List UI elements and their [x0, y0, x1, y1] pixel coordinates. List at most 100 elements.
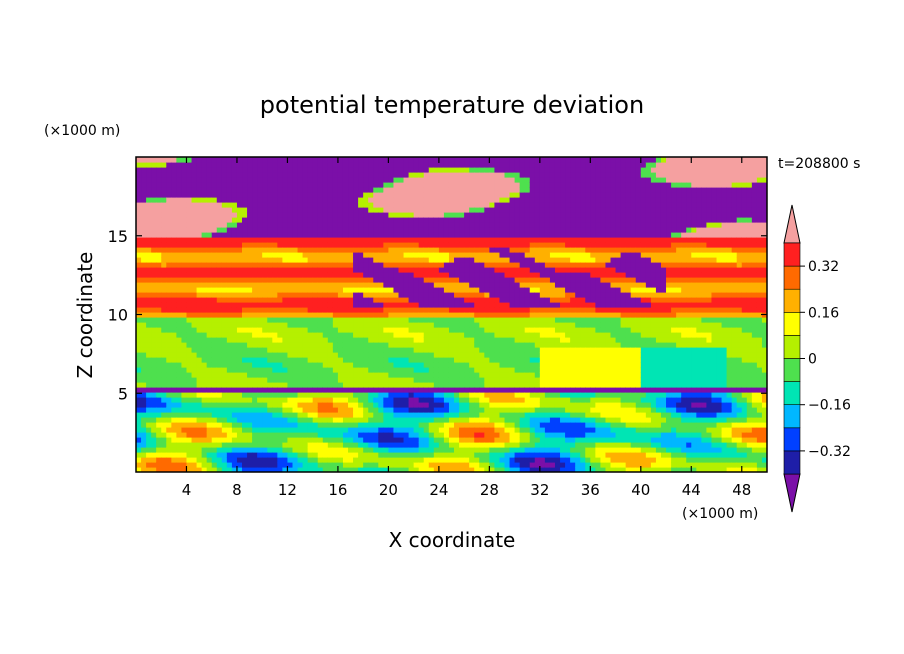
contour-cell [383, 307, 389, 313]
contour-cell [524, 222, 531, 228]
contour-cell [282, 222, 289, 228]
contour-cell [408, 397, 415, 403]
contour-cell [433, 212, 440, 218]
contour-cell [231, 167, 238, 173]
contour-cell [141, 212, 147, 218]
contour-cell [226, 252, 233, 258]
contour-cell [489, 317, 496, 323]
contour-cell [332, 212, 339, 218]
contour-cell [226, 402, 233, 408]
contour-cell [317, 197, 324, 203]
contour-cell [353, 412, 359, 418]
contour-cell [231, 467, 238, 472]
contour-cell [519, 222, 526, 228]
contour-cell [181, 227, 188, 233]
contour-cell [292, 167, 299, 173]
contour-cell [358, 292, 364, 298]
contour-cell [499, 237, 506, 243]
contour-cell [408, 422, 415, 428]
contour-cell [206, 307, 213, 313]
contour-cell [529, 447, 536, 453]
contour-cell [211, 427, 218, 433]
contour-cell [221, 447, 228, 453]
contour-cell [388, 387, 395, 393]
contour-cell [489, 237, 496, 243]
contour-cell [454, 457, 460, 463]
contour-cell [494, 457, 501, 463]
contour-cell [418, 397, 425, 403]
contour-cell [302, 247, 309, 253]
contour-cell [322, 382, 329, 388]
contour-cell [514, 217, 521, 223]
contour-cell [358, 287, 364, 293]
contour-cell [307, 427, 314, 433]
contour-cell [181, 382, 188, 388]
contour-cell [156, 242, 162, 248]
contour-cell [509, 282, 516, 288]
contour-cell [504, 427, 511, 433]
contour-cell [348, 162, 354, 168]
contour-cell [206, 462, 213, 468]
contour-cell [312, 322, 319, 328]
contour-cell [312, 282, 319, 288]
contour-cell [368, 192, 374, 198]
contour-cell [287, 342, 294, 348]
contour-cell [433, 272, 440, 278]
contour-cell [519, 412, 526, 418]
contour-cell [282, 277, 289, 283]
contour-cell [247, 367, 253, 373]
contour-cell [272, 192, 278, 198]
contour-cell [171, 237, 177, 243]
contour-cell [166, 392, 172, 398]
contour-cell [388, 167, 395, 173]
contour-cell [242, 447, 248, 453]
contour-cell [221, 327, 228, 333]
contour-cell [191, 242, 198, 248]
contour-cell [307, 272, 314, 278]
contour-cell [428, 452, 435, 458]
contour-cell [428, 307, 435, 313]
contour-cell [196, 442, 203, 448]
contour-cell [307, 227, 314, 233]
contour-cell [383, 182, 389, 188]
contour-cell [221, 242, 228, 248]
contour-cell [499, 297, 506, 303]
contour-cell [469, 217, 475, 223]
contour-cell [136, 367, 142, 373]
contour-cell [292, 327, 299, 333]
contour-cell [443, 332, 450, 338]
contour-cell [206, 182, 213, 188]
contour-cell [191, 157, 198, 163]
contour-cell [393, 392, 400, 398]
contour-cell [348, 247, 354, 253]
contour-cell [146, 312, 152, 318]
contour-cell [317, 422, 324, 428]
contour-cell [484, 377, 490, 383]
contour-cell [398, 237, 405, 243]
contour-cell [388, 467, 395, 472]
contour-cell [161, 182, 167, 188]
contour-cell [287, 207, 294, 213]
contour-cell [418, 197, 425, 203]
contour-cell [161, 312, 167, 318]
contour-cell [272, 442, 278, 448]
contour-cell [363, 382, 369, 388]
contour-cell [221, 162, 228, 168]
contour-cell [348, 297, 354, 303]
contour-cell [408, 377, 415, 383]
contour-cell [393, 187, 400, 193]
contour-cell [433, 257, 440, 263]
contour-cell [332, 317, 339, 323]
contour-cell [438, 347, 445, 353]
contour-cell [398, 292, 405, 298]
contour-cell [332, 197, 339, 203]
contour-cell [474, 162, 480, 168]
contour-cell [226, 257, 233, 263]
contour-cell [388, 162, 395, 168]
contour-cell [186, 332, 193, 338]
contour-cell [408, 462, 415, 468]
contour-cell [262, 427, 268, 433]
contour-cell [459, 277, 465, 283]
contour-cell [181, 452, 188, 458]
contour-cell [322, 282, 329, 288]
